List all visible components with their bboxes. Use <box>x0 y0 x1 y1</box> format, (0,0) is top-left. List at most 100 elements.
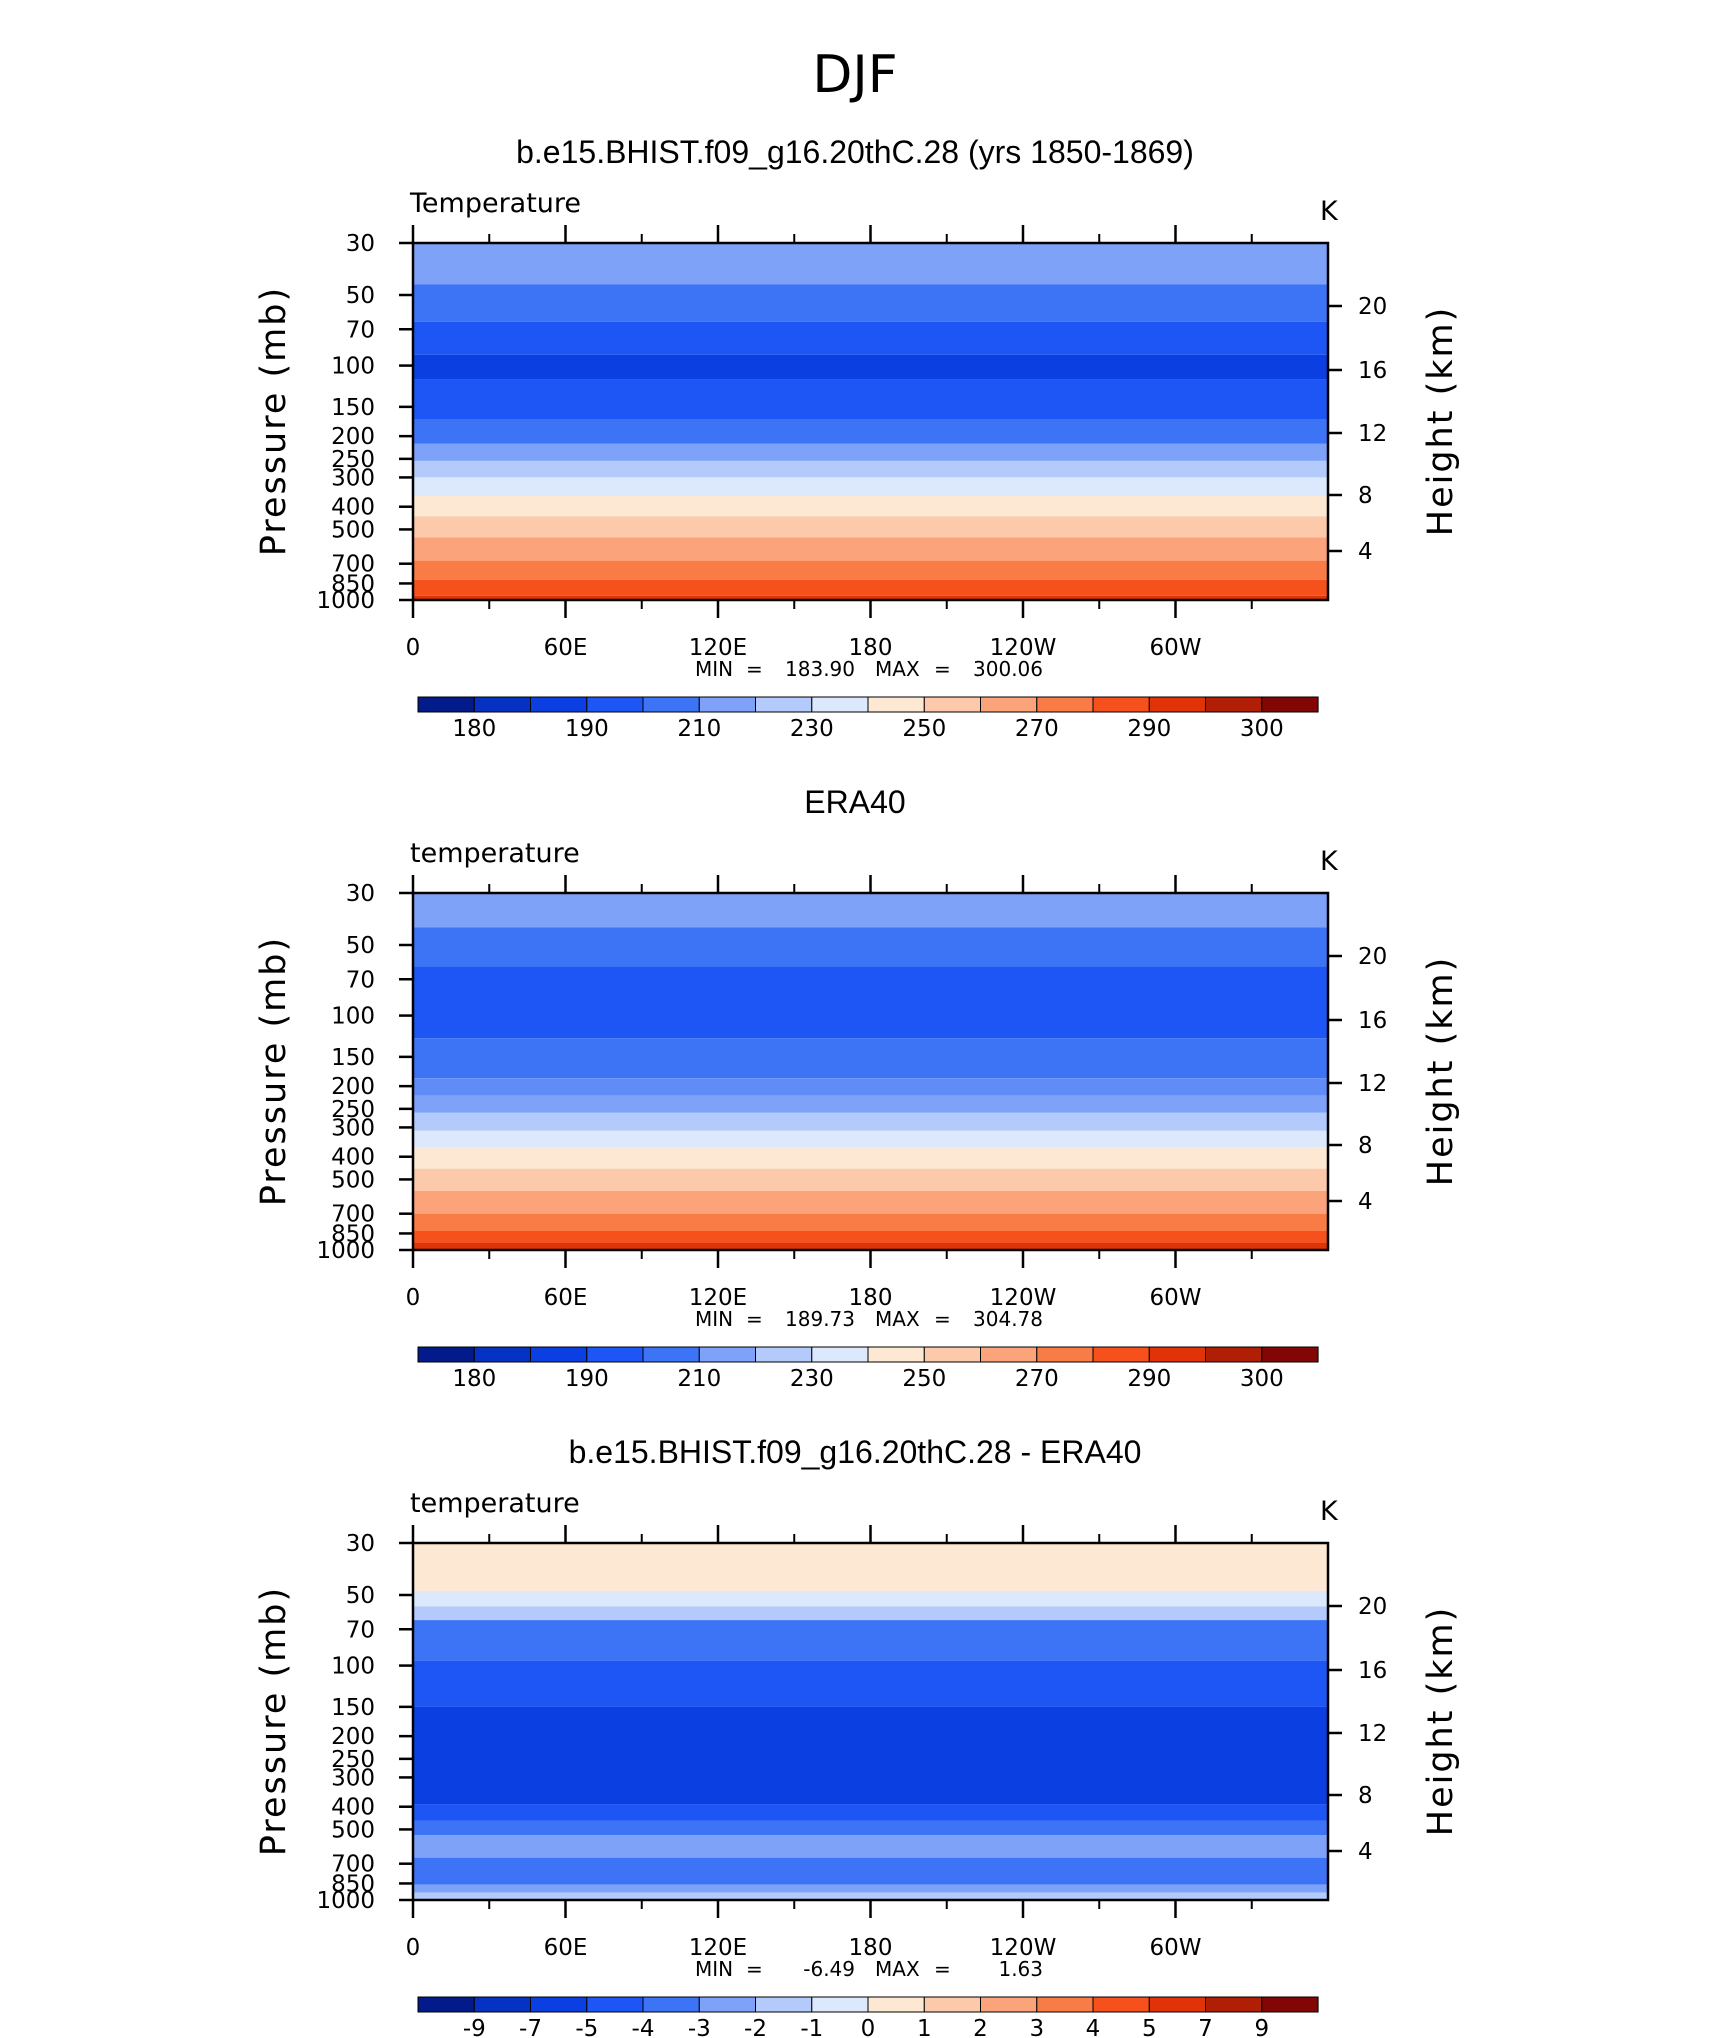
y-tick-label: 150 <box>331 395 375 421</box>
colorbar-swatch <box>811 1996 869 2013</box>
contour-band <box>413 537 1328 561</box>
contour-band <box>413 1130 1328 1148</box>
contour-band <box>413 1543 1328 1591</box>
max-value: 304.78 <box>973 1307 1043 1331</box>
colorbar-swatch <box>867 696 925 713</box>
colorbar-swatch <box>923 696 982 713</box>
colorbar-label: 300 <box>1240 1366 1284 1392</box>
colorbar-swatch <box>586 1996 644 2013</box>
colorbar-swatch <box>1205 1346 1263 1363</box>
colorbar-label: -3 <box>688 2016 711 2038</box>
y-axis-right-label: Height (km) <box>1421 306 1461 537</box>
contour-band <box>413 516 1328 538</box>
y-tick-label: 150 <box>331 1695 375 1721</box>
colorbar-swatch <box>1036 1996 1094 2013</box>
height-tick-label: 20 <box>1358 294 1387 320</box>
equals-sign: = <box>746 1957 763 1981</box>
contour-band <box>413 477 1328 496</box>
colorbar-swatch <box>980 1996 1038 2013</box>
colorbar-swatch <box>698 1996 757 2013</box>
panel-title: b.e15.BHIST.f09_g16.20thC.28 (yrs 1850-1… <box>516 134 1194 170</box>
chart-panel-3: b.e15.BHIST.f09_g16.20thC.28 - ERA40 temp… <box>254 1434 1461 2038</box>
colorbar-swatch <box>586 1346 644 1363</box>
max-label: MAX <box>875 1307 920 1331</box>
min-label: MIN <box>695 657 733 681</box>
figure-title: DJF <box>812 45 897 105</box>
x-tick-label: 60E <box>544 1935 588 1961</box>
colorbar-label: 0 <box>861 2016 876 2038</box>
equals-sign: = <box>746 657 763 681</box>
y-tick-label: 1000 <box>316 1238 375 1264</box>
colorbar-label: 270 <box>1015 716 1059 742</box>
x-tick-label: 60W <box>1149 635 1201 661</box>
y-tick-label: 250 <box>331 447 375 473</box>
colorbar-swatch <box>923 1996 982 2013</box>
contour-band <box>413 1804 1328 1821</box>
x-tick-label: 120E <box>689 1285 747 1311</box>
contour-band <box>413 354 1328 380</box>
colorbar-swatch <box>755 1346 813 1363</box>
colorbar-label: -7 <box>519 2016 542 2038</box>
contour-band <box>413 579 1328 596</box>
max-value: 1.63 <box>998 1957 1043 1981</box>
y-axis-right-label: Height (km) <box>1421 1606 1461 1837</box>
y-tick-label: 400 <box>331 1145 375 1171</box>
max-label: MAX <box>875 657 920 681</box>
colorbar-label: 5 <box>1142 2016 1157 2038</box>
height-tick-label: 16 <box>1358 1658 1387 1684</box>
panels: b.e15.BHIST.f09_g16.20thC.28 (yrs 1850-1… <box>254 134 1461 2038</box>
colorbar-swatch <box>1092 696 1150 713</box>
contour-band <box>413 1095 1328 1113</box>
contour-band <box>413 1606 1328 1621</box>
y-tick-label: 250 <box>331 1747 375 1773</box>
contour-band <box>413 1706 1328 1805</box>
stats-line: MIN = 183.90 MAX = 300.06 <box>695 657 1043 681</box>
height-tick-label: 4 <box>1358 1839 1373 1865</box>
contour-fill <box>413 893 1328 1250</box>
colorbar-label: 210 <box>677 1366 721 1392</box>
max-value: 300.06 <box>973 657 1043 681</box>
y-tick-label: 400 <box>331 1795 375 1821</box>
colorbar-label: 9 <box>1254 2016 1269 2038</box>
colorbar-swatch <box>1092 1996 1150 2013</box>
contour-band <box>413 443 1328 461</box>
colorbar-swatch <box>473 1996 532 2013</box>
y-tick-label: 700 <box>331 1852 375 1878</box>
colorbar-label: 7 <box>1198 2016 1213 2038</box>
variable-label: Temperature <box>409 188 581 219</box>
min-value: 189.73 <box>785 1307 855 1331</box>
contour-band <box>413 966 1328 1039</box>
x-tick-label: 0 <box>406 635 421 661</box>
y-axis-label: Pressure (mb) <box>254 936 294 1206</box>
colorbar-swatch <box>698 696 757 713</box>
colorbar-label: 250 <box>902 716 946 742</box>
colorbar-swatch <box>1205 696 1263 713</box>
colorbar: 180 190 210 230 250 270 290 300 <box>417 696 1319 742</box>
variable-label: temperature <box>410 838 580 869</box>
colorbar-swatch <box>642 1996 700 2013</box>
colorbar-swatch <box>473 696 532 713</box>
y-axis-right: 20 16 12 8 4 Height (km) <box>1328 294 1461 565</box>
y-tick-label: 250 <box>331 1097 375 1123</box>
colorbar-label: 290 <box>1127 1366 1171 1392</box>
y-tick-label: 100 <box>331 1654 375 1680</box>
x-tick-label: 120W <box>990 1935 1057 1961</box>
max-label: MAX <box>875 1957 920 1981</box>
colorbar-swatch <box>530 696 588 713</box>
colorbar-swatch <box>1092 1346 1150 1363</box>
contour-band <box>413 1835 1328 1858</box>
y-tick-label: 500 <box>331 1167 375 1193</box>
x-tick-label: 120W <box>990 635 1057 661</box>
colorbar-label: 180 <box>452 716 496 742</box>
x-tick-label: 120E <box>689 635 747 661</box>
height-tick-label: 16 <box>1358 1008 1387 1034</box>
contour-fill <box>413 1543 1328 1900</box>
colorbar-label: -2 <box>744 2016 767 2038</box>
min-label: MIN <box>695 1957 733 1981</box>
y-tick-label: 300 <box>331 1765 375 1791</box>
panel-title: b.e15.BHIST.f09_g16.20thC.28 - ERA40 <box>569 1434 1142 1470</box>
y-tick-label: 850 <box>331 571 375 597</box>
colorbar-label: -9 <box>463 2016 486 2038</box>
x-tick-label: 0 <box>406 1285 421 1311</box>
